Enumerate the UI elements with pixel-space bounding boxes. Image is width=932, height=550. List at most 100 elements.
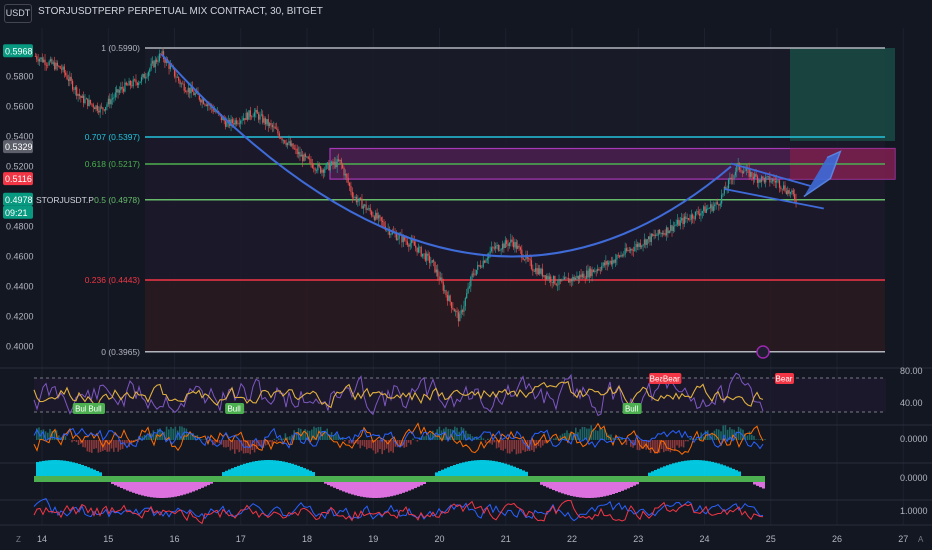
candle-body [639,243,641,248]
histogram-bar [484,440,487,443]
candle-body [60,68,63,70]
candle-body [442,282,444,291]
histogram-bar [482,438,485,440]
candle-body [149,68,151,72]
candle-body [730,177,732,179]
histogram-bar [93,440,95,449]
candle-body [350,185,352,193]
cyan-block [75,463,78,476]
candle-body [537,268,539,275]
candle-body [672,226,674,231]
magenta-block [165,482,168,498]
cyan-block [702,460,705,476]
candle-body [372,215,374,217]
magenta-block [552,482,555,491]
cyan-block [711,461,714,476]
candle-body [200,99,202,103]
candle-body [641,245,643,248]
candle-body [572,276,574,282]
candle-body [687,218,690,220]
cyan-block [696,460,699,476]
candle-body [512,241,515,248]
magenta-block [762,482,765,489]
histogram-bar [544,440,546,444]
candle-body [625,248,628,252]
signal-label: Bear [650,375,667,384]
candle-body [131,85,133,87]
histogram-bar [47,432,49,440]
histogram-bar [361,440,364,446]
candle-body [685,216,687,219]
magenta-block [357,482,360,497]
magenta-block [117,482,120,487]
histogram-bar [412,438,414,440]
candle-body [238,123,240,125]
candle-body [745,167,748,171]
candle-body [388,228,391,235]
histogram-bar [753,435,755,440]
candle-body [136,82,138,86]
candle-body [533,270,535,272]
candle-body [647,236,650,240]
cyan-block [276,460,279,476]
rsi-line [33,372,764,417]
baseline-bar [34,476,765,482]
candle-body [752,176,754,179]
candle-body [207,104,209,106]
time-tick: 27 [898,534,908,544]
candle-body [682,218,684,225]
histogram-bar [99,440,102,452]
histogram-bar [278,438,280,440]
candle-body [99,106,101,113]
candle-body [88,99,90,106]
candle-body [186,91,188,93]
histogram-bar [731,429,733,440]
cyan-block [66,461,69,476]
magenta-block [759,482,762,488]
candle-body [689,219,691,221]
time-tick: 17 [236,534,246,544]
candle-body [122,88,125,92]
candle-body [85,98,87,100]
magenta-block [384,482,387,498]
cyan-block [225,470,228,476]
cyan-block [675,462,678,476]
candle-body [457,312,460,322]
histogram-bar [154,434,157,440]
candle-body [766,176,768,178]
candle-body [610,260,612,265]
candle-body [711,204,713,211]
candle-body [486,258,488,261]
candle-body [496,244,498,247]
symbol-label: STORJUSDT.P [36,195,94,205]
magenta-block [615,482,618,494]
currency-badge[interactable]: USDT [4,4,32,23]
candle-body [359,197,362,199]
candle-body [419,247,421,248]
candle-body [632,250,635,251]
histogram-bar [630,440,632,447]
histogram-bar [146,434,148,440]
cyan-block [60,460,63,476]
candle-body [176,77,178,78]
cyan-block [252,461,255,476]
histogram-bar [126,440,128,444]
candle-body [705,208,708,213]
candle-body [506,240,508,244]
magenta-block [636,482,639,485]
candle-body [755,173,757,177]
magenta-block [171,482,174,498]
histogram-bar [603,428,606,440]
magenta-block [558,482,561,493]
cyan-block [54,460,57,476]
candle-body [762,176,764,178]
candle-body [772,179,774,182]
candle-body [285,143,287,146]
candle-body [605,261,607,266]
magenta-block [630,482,633,488]
magenta-block [366,482,369,498]
magenta-block [609,482,612,495]
magenta-block [120,482,123,489]
fib-label-1: 1 (0.5990) [101,43,140,53]
